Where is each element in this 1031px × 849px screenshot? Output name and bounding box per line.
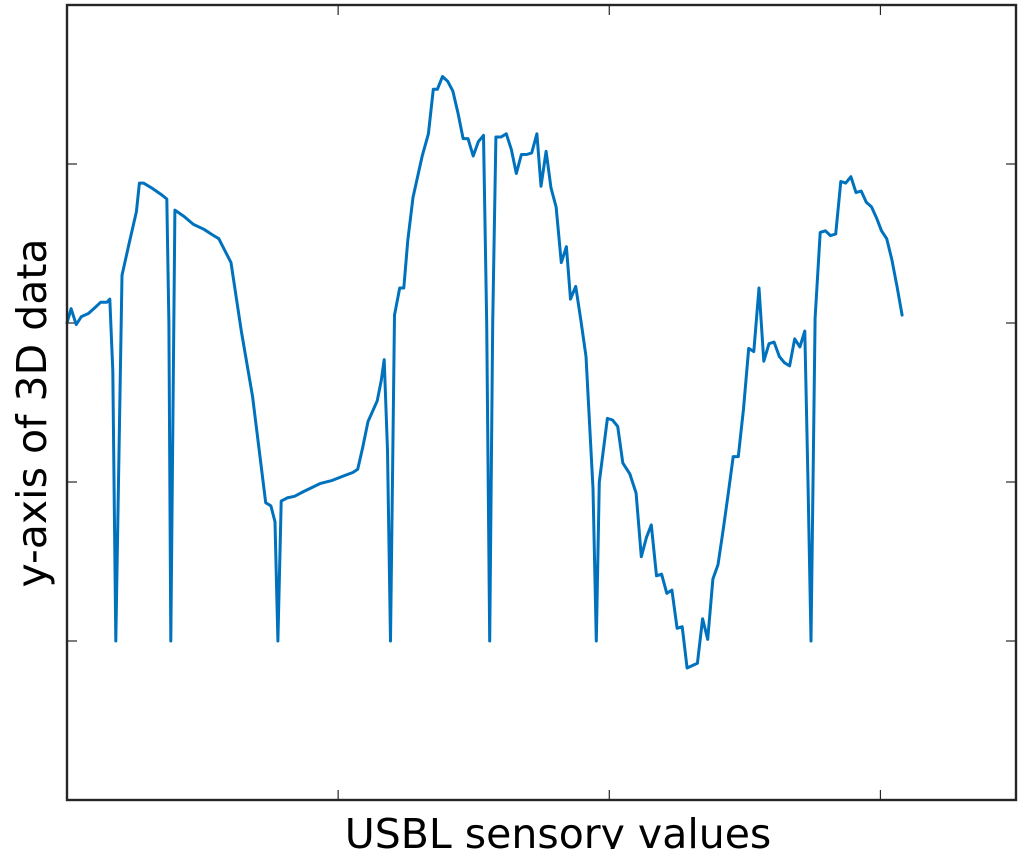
plot-area-frame bbox=[65, 3, 1018, 802]
x-axis-label: USBL sensory values bbox=[345, 810, 772, 849]
axis-ticks bbox=[67, 5, 1016, 800]
y-axis-label: y-axis of 3D data bbox=[8, 238, 56, 587]
series-layer bbox=[65, 75, 904, 670]
series-line-0 bbox=[65, 75, 904, 670]
